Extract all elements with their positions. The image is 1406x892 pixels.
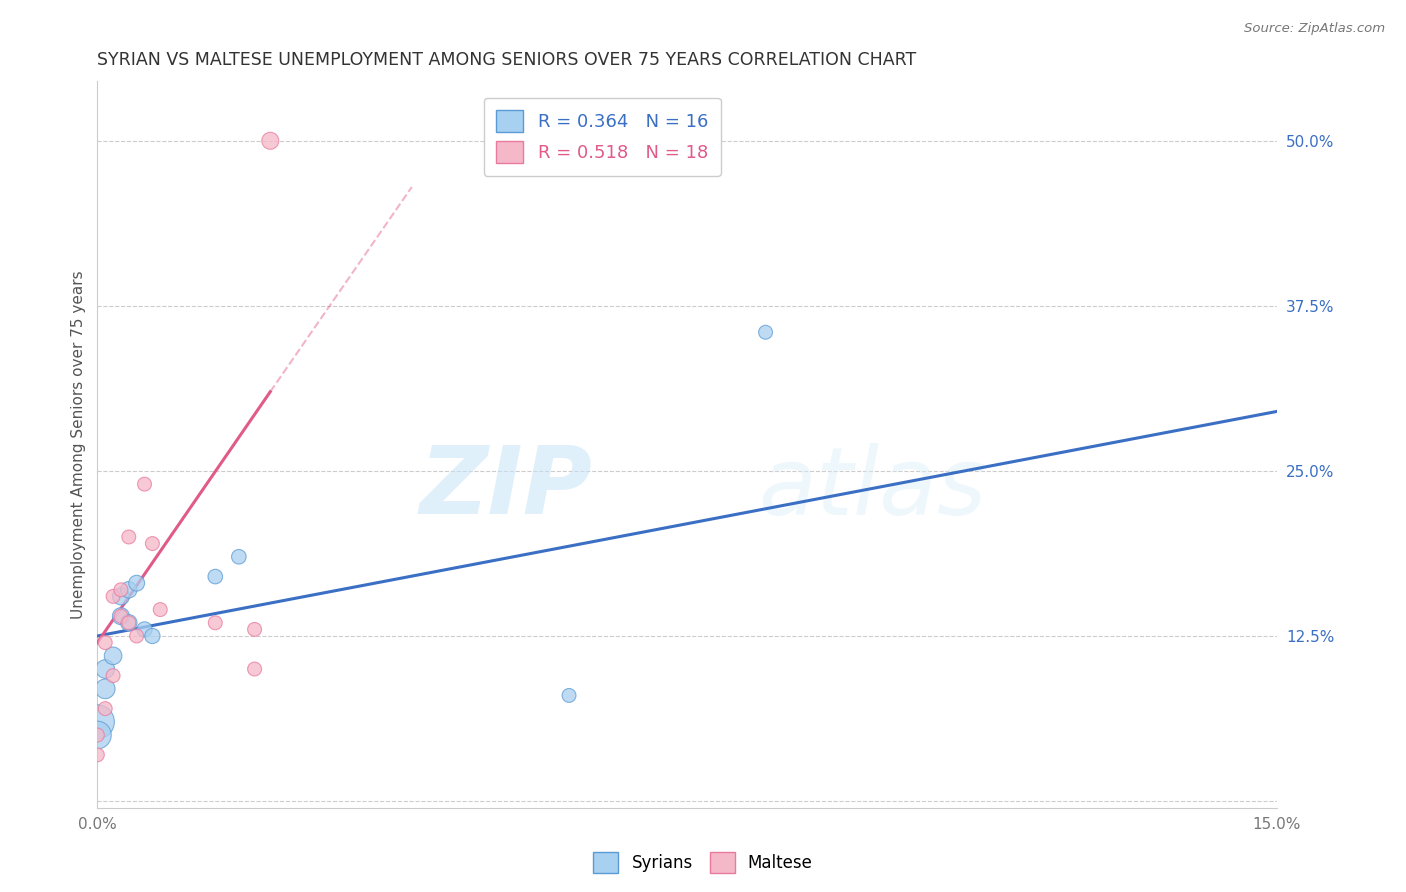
Point: [86, 747, 108, 762]
Point: [125, 629, 148, 643]
Legend: Syrians, Maltese: Syrians, Maltese: [586, 846, 820, 880]
Point: [110, 609, 132, 624]
Point: [125, 576, 148, 591]
Point: [118, 615, 141, 630]
Text: Source: ZipAtlas.com: Source: ZipAtlas.com: [1244, 22, 1385, 36]
Point: [754, 325, 776, 339]
Point: [101, 648, 124, 663]
Point: [134, 623, 156, 637]
Point: [134, 477, 156, 491]
Point: [259, 134, 281, 148]
Point: [149, 602, 172, 616]
Y-axis label: Unemployment Among Seniors over 75 years: Unemployment Among Seniors over 75 years: [72, 270, 86, 619]
Point: [94, 701, 117, 715]
Point: [94, 681, 117, 696]
Point: [110, 582, 132, 597]
Point: [558, 689, 581, 703]
Point: [110, 609, 132, 624]
Text: atlas: atlas: [758, 442, 986, 533]
Point: [243, 623, 266, 637]
Point: [141, 536, 163, 550]
Point: [204, 615, 226, 630]
Point: [86, 728, 108, 742]
Point: [118, 615, 141, 630]
Point: [243, 662, 266, 676]
Point: [94, 662, 117, 676]
Point: [228, 549, 250, 564]
Point: [86, 714, 108, 729]
Text: ZIP: ZIP: [420, 442, 592, 534]
Point: [86, 728, 108, 742]
Point: [101, 668, 124, 682]
Point: [118, 530, 141, 544]
Point: [110, 590, 132, 604]
Legend: R = 0.364   N = 16, R = 0.518   N = 18: R = 0.364 N = 16, R = 0.518 N = 18: [484, 97, 721, 176]
Text: SYRIAN VS MALTESE UNEMPLOYMENT AMONG SENIORS OVER 75 YEARS CORRELATION CHART: SYRIAN VS MALTESE UNEMPLOYMENT AMONG SEN…: [97, 51, 917, 69]
Point: [118, 582, 141, 597]
Point: [141, 629, 163, 643]
Point: [204, 569, 226, 583]
Point: [101, 590, 124, 604]
Point: [94, 635, 117, 649]
